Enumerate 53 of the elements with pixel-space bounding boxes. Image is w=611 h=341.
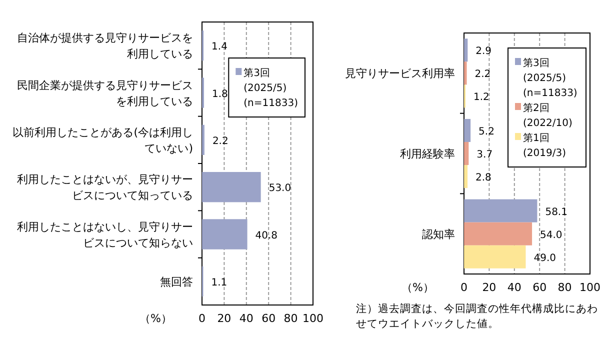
bar (202, 219, 248, 250)
data-label: 40.8 (255, 230, 278, 242)
y-tick-label: 民間企業が提供する見守りサービスを利用している (17, 78, 193, 108)
y-tick-label: 以前利用したことがある(今は利用していない) (12, 126, 193, 155)
bar (202, 172, 261, 202)
data-label: 1.8 (212, 88, 228, 100)
data-label: 1.4 (212, 42, 228, 53)
y-tick-label: 無回答 (160, 275, 193, 288)
bar (464, 38, 468, 62)
data-label: 1.2 (474, 92, 490, 104)
x-tick-label: 100 (302, 312, 324, 325)
y-tick-label: 利用したことはないが、見守りサービスについて知っている (17, 173, 193, 202)
data-label: 3.7 (476, 150, 493, 160)
data-label: 2.8 (476, 172, 492, 184)
bar (464, 165, 468, 188)
data-label: 53.0 (268, 183, 292, 194)
y-tick-label: 自治体が提供する見守りサービスを利用している (17, 32, 193, 61)
x-tick-label: 0 (198, 312, 206, 325)
x-tick-label: 20 (217, 312, 232, 325)
data-label: 2.9 (476, 46, 492, 58)
data-label: 5.2 (478, 126, 494, 138)
x-tick-label: 80 (558, 281, 572, 294)
legend-label: 第2回 (2022/10) (523, 102, 572, 129)
x-tick-label: 60 (532, 281, 547, 294)
x-tick-label: 20 (482, 281, 496, 294)
text: 注）過去調査は、今回調査の性年代構成比にあわせてウエイトバックした値。 (356, 302, 598, 330)
bar (464, 62, 467, 85)
bar (464, 118, 471, 142)
data-label: 2.2 (474, 69, 491, 80)
x-tick-label: 100 (580, 281, 600, 294)
x-tick-label: 0 (460, 281, 468, 294)
y-tick-label: 認知率 (422, 228, 455, 241)
bar (464, 222, 532, 246)
data-label: 49.0 (534, 252, 556, 264)
y-tick-label: 見守りサービス利用率 (345, 67, 455, 80)
y-tick-label: 利用経験率 (400, 148, 455, 160)
x-tick-label: 40 (239, 312, 254, 325)
legend-label: 第3回 (2025/5) (n=11833) (523, 57, 578, 99)
data-label: 58.1 (545, 206, 568, 218)
bar (464, 199, 538, 222)
x-axis-title: （%） (140, 312, 172, 325)
x-tick-label: 60 (262, 312, 276, 325)
bar (464, 142, 469, 166)
x-axis-title: （%） (402, 281, 434, 294)
y-tick-label: 利用したことはないし、見守りサービスについて知らない (17, 220, 193, 250)
legend-label: 第3回 (2025/5) (n=11833) (244, 67, 298, 109)
x-tick-label: 40 (507, 281, 522, 294)
x-tick-label: 80 (284, 312, 298, 325)
bar (464, 245, 526, 268)
data-label: 54.0 (540, 230, 562, 241)
data-label: 2.2 (212, 136, 228, 147)
data-label: 1.1 (211, 277, 228, 288)
legend-label: 第1回 (2019/3) (523, 132, 566, 159)
